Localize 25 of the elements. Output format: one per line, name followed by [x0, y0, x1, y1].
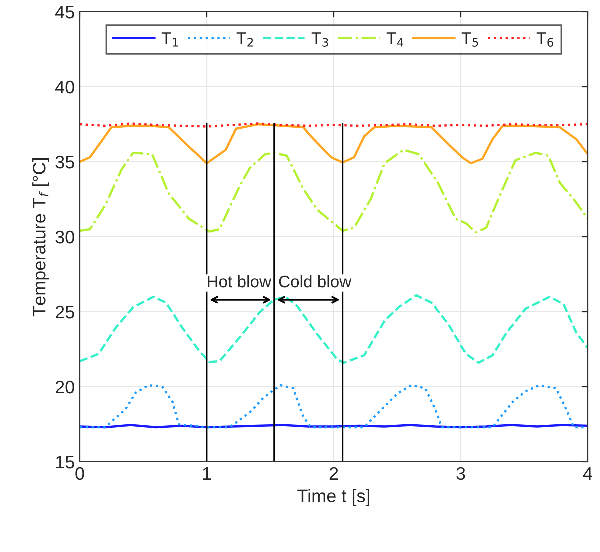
y-tick-label: 45 — [55, 6, 74, 19]
legend-label: T$_{2}$ — [236, 32, 254, 47]
line-series — [80, 294, 588, 364]
line-series — [80, 123, 588, 165]
x-tick-label: 4 — [583, 468, 592, 480]
legend-label: T$_{3}$ — [312, 32, 328, 47]
y-tick-label: 30 — [56, 230, 74, 244]
x-tick-label: 0 — [76, 467, 84, 480]
x-tick-label: 1 — [203, 468, 212, 480]
y-tick-label: 20 — [56, 380, 74, 394]
y-tick-label: 15 — [56, 456, 74, 469]
legend-label: T$_{5}$ — [462, 32, 478, 47]
y-tick-label: 25 — [56, 306, 74, 319]
legend-label: T$_{4}$ — [386, 32, 404, 47]
legend-label: T$_{6}$ — [536, 32, 554, 47]
y-tick-label: 40 — [55, 80, 74, 94]
annotation: Cold blow — [279, 275, 352, 288]
x-tick-label: 2 — [330, 467, 338, 480]
line-series — [80, 148, 588, 234]
x-tick-label: 3 — [456, 467, 466, 480]
legend-label: T$_{1}$ — [162, 32, 178, 47]
y-tick-label: 35 — [56, 156, 74, 169]
annotation: Hot blow — [208, 275, 272, 288]
y-axis-title: Temperature T$_{f}$ [°C] — [32, 158, 50, 317]
x-axis-title: Time t [s] — [298, 489, 370, 506]
